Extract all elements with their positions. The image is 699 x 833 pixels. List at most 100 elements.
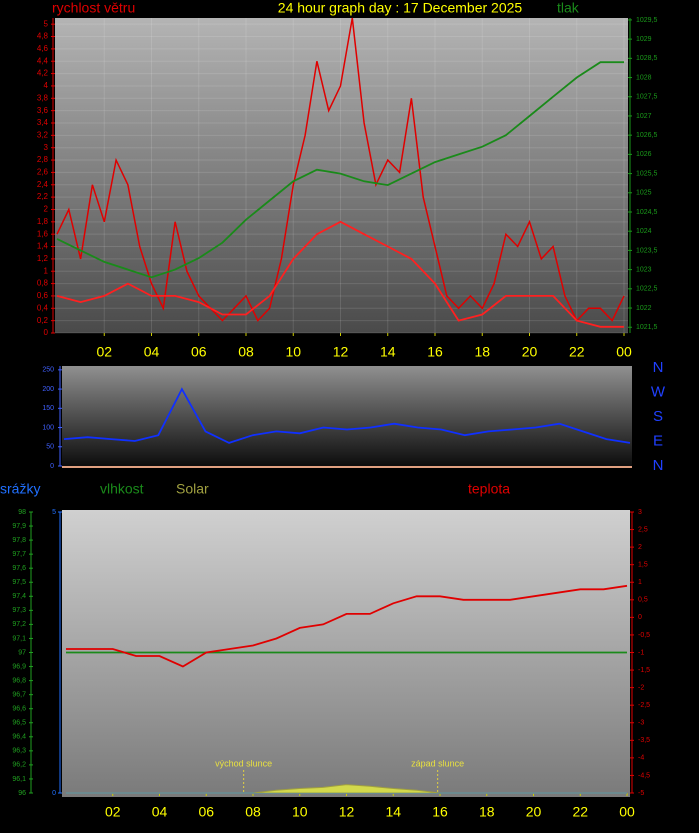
y-tick-label: 96,2 (12, 762, 26, 769)
y-tick-label: 1029 (636, 36, 652, 43)
y-tick-label: 2,6 (37, 168, 49, 177)
x-tick-label: 06 (198, 804, 214, 820)
y-tick-label: 96,7 (12, 691, 26, 698)
y-tick-label: 1 (44, 266, 49, 275)
plot-area (55, 18, 628, 333)
y-tick-label: -0,5 (638, 632, 650, 639)
y-tick-label: 1,6 (37, 229, 49, 238)
y-tick-label: 3 (44, 143, 49, 152)
y-tick-label: 3,6 (37, 106, 49, 115)
y-tick-label: 1028,5 (636, 55, 658, 62)
y-tick-label: -2,5 (638, 702, 650, 709)
y-tick-label: 1024 (636, 228, 652, 235)
y-tick-label: 150 (42, 405, 54, 412)
y-tick-label: 1026 (636, 151, 652, 158)
x-tick-label: 02 (105, 804, 121, 820)
direction-label: N (653, 457, 664, 474)
x-tick-label: 04 (152, 804, 168, 820)
y-tick-label: 98 (18, 509, 26, 516)
y-tick-label: 96,1 (12, 776, 26, 783)
x-tick-label: 22 (572, 804, 588, 820)
legend-label: srážky (0, 481, 40, 497)
y-tick-label: 2 (638, 544, 642, 551)
x-tick-label: 00 (619, 804, 635, 820)
y-tick-label: -1 (638, 649, 644, 656)
x-tick-label: 16 (432, 804, 448, 820)
y-tick-label: 0,8 (37, 279, 49, 288)
y-tick-label: 250 (42, 367, 54, 374)
y-tick-label: 3 (638, 509, 642, 516)
plot-area (62, 510, 630, 797)
y-tick-label: 96,4 (12, 734, 26, 741)
y-tick-label: 97,8 (12, 537, 26, 544)
y-tick-label: 3,2 (37, 130, 49, 139)
y-tick-label: 1,8 (37, 217, 49, 226)
y-tick-label: 2,8 (37, 155, 49, 164)
y-tick-label: 0 (638, 614, 642, 621)
x-tick-label: 02 (96, 344, 112, 360)
y-tick-label: 1,2 (37, 254, 49, 263)
y-tick-label: -1,5 (638, 667, 650, 674)
y-tick-label: -4 (638, 755, 644, 762)
y-tick-label: 4,4 (37, 56, 49, 65)
y-tick-label: 0 (44, 328, 49, 337)
y-tick-label: 0,5 (638, 597, 648, 604)
direction-label: N (653, 359, 664, 376)
y-tick-label: 100 (42, 424, 54, 431)
direction-label: S (653, 408, 663, 425)
y-tick-label: 1025 (636, 190, 652, 197)
y-tick-label: 1021,5 (636, 324, 658, 331)
y-tick-label: 97,5 (12, 579, 26, 586)
x-tick-label: 10 (285, 344, 301, 360)
series-line (63, 387, 631, 444)
solar-area (66, 784, 627, 794)
y-tick-label: 1 (638, 579, 642, 586)
y-tick-label: 1022,5 (636, 286, 658, 293)
x-tick-label: 06 (191, 344, 207, 360)
y-tick-label: 3,4 (37, 118, 49, 127)
y-tick-label: 1022 (636, 305, 652, 312)
y-tick-label: 50 (46, 444, 54, 451)
series-line (56, 220, 624, 328)
y-tick-label: 96,5 (12, 720, 26, 727)
y-tick-label: 5 (44, 19, 49, 28)
y-tick-label: 1028 (636, 74, 652, 81)
y-tick-label: 1025,5 (636, 170, 658, 177)
direction-label: W (651, 383, 666, 400)
x-tick-label: 20 (522, 344, 538, 360)
x-tick-label: 22 (569, 344, 585, 360)
chart-title: 24 hour graph day : 17 December 2025 (278, 0, 523, 16)
y-tick-label: 0,4 (37, 303, 49, 312)
y-tick-label: 4,8 (37, 32, 49, 41)
y-tick-label: 97,9 (12, 523, 26, 530)
y-tick-label: 2,4 (37, 180, 49, 189)
y-tick-label: 97,7 (12, 551, 26, 558)
x-tick-label: 20 (526, 804, 542, 820)
y-tick-label: 1,5 (638, 562, 648, 569)
direction-label: E (653, 432, 663, 449)
y-tick-label: 4,2 (37, 69, 49, 78)
y-tick-label: 96 (18, 790, 26, 797)
x-tick-label: 08 (238, 344, 254, 360)
x-tick-label: 18 (474, 344, 490, 360)
y-tick-label: 0 (52, 790, 56, 797)
annotation: západ slunce (411, 758, 464, 768)
y-tick-label: -2 (638, 684, 644, 691)
y-tick-label: -3,5 (638, 737, 650, 744)
x-tick-label: 16 (427, 344, 443, 360)
y-tick-label: 1023,5 (636, 247, 658, 254)
series-line (66, 584, 628, 668)
legend-label: rychlost větru (52, 0, 135, 16)
x-tick-label: 12 (339, 804, 355, 820)
series-line (56, 61, 624, 279)
y-tick-label: 97,6 (12, 565, 26, 572)
y-tick-label: 2 (44, 205, 49, 214)
y-tick-label: 97,3 (12, 607, 26, 614)
series-line (56, 17, 625, 322)
y-tick-label: 0,2 (37, 316, 49, 325)
y-tick-label: -4,5 (638, 772, 650, 779)
y-tick-label: 96,9 (12, 663, 26, 670)
x-tick-label: 10 (292, 804, 308, 820)
